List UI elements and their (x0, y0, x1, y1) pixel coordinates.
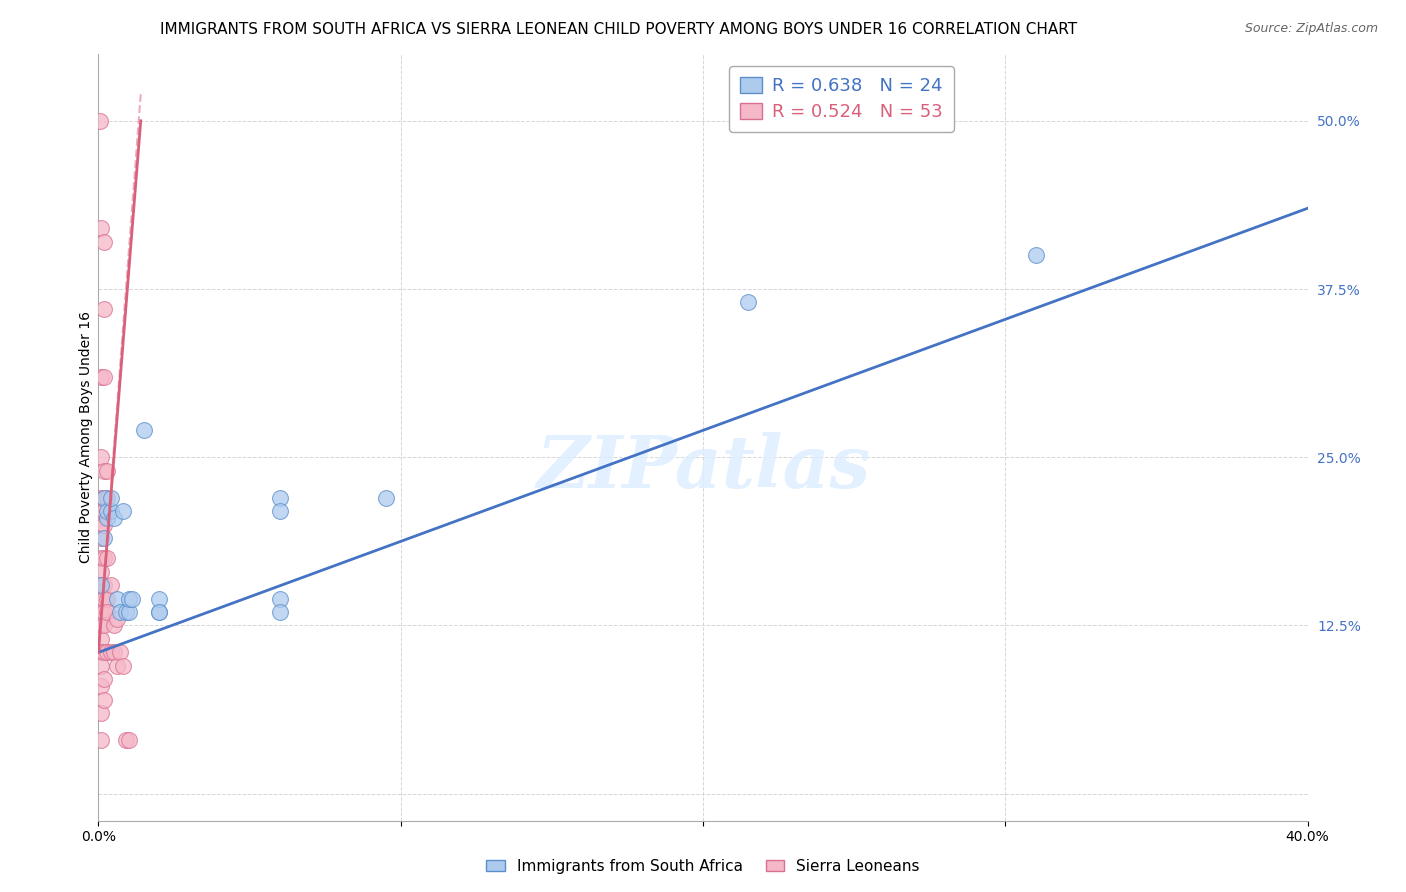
Point (90, 618, 112, 632)
Point (93, 235, 115, 249)
Point (93, 692, 115, 706)
Point (96, 645, 118, 659)
Point (269, 491, 291, 505)
Text: Source: ZipAtlas.com: Source: ZipAtlas.com (1244, 22, 1378, 36)
Point (148, 605, 170, 619)
Point (90, 551, 112, 566)
Point (103, 645, 125, 659)
Point (90, 517, 112, 532)
Point (90, 591, 112, 606)
Point (100, 491, 122, 505)
Point (108, 605, 131, 619)
Point (114, 605, 136, 619)
Point (93, 578, 115, 592)
Point (90, 491, 112, 505)
Point (96, 491, 118, 505)
Point (93, 618, 115, 632)
Point (93, 591, 115, 606)
Point (96, 551, 118, 566)
Point (118, 732, 141, 747)
Point (93, 673, 115, 687)
Point (118, 591, 141, 606)
Point (90, 632, 112, 646)
Point (96, 591, 118, 606)
Point (90, 578, 112, 592)
Point (132, 423, 155, 437)
Point (93, 605, 115, 619)
Point (93, 464, 115, 478)
Point (103, 511, 125, 525)
Point (90, 531, 112, 545)
Point (90, 658, 112, 673)
Point (90, 732, 112, 747)
Point (118, 605, 141, 619)
Legend: R = 0.638   N = 24, R = 0.524   N = 53: R = 0.638 N = 24, R = 0.524 N = 53 (730, 66, 953, 132)
Point (93, 645, 115, 659)
Point (114, 732, 136, 747)
Point (1024, 248, 1046, 262)
Point (93, 302, 115, 317)
Point (96, 511, 118, 525)
Point (89, 113, 111, 128)
Point (90, 679, 112, 693)
Point (96, 464, 118, 478)
Point (148, 605, 170, 619)
Y-axis label: Child Poverty Among Boys Under 16: Child Poverty Among Boys Under 16 (79, 311, 93, 563)
Point (269, 591, 291, 606)
Point (96, 504, 118, 518)
Point (148, 591, 170, 606)
Text: ZIPatlas: ZIPatlas (536, 433, 870, 503)
Point (737, 295, 759, 310)
Point (93, 491, 115, 505)
Point (105, 658, 128, 673)
Point (105, 612, 128, 626)
Point (108, 645, 131, 659)
Point (103, 618, 125, 632)
Point (269, 605, 291, 619)
Point (111, 658, 134, 673)
Point (90, 450, 112, 465)
Point (90, 565, 112, 579)
Point (269, 504, 291, 518)
Point (100, 578, 122, 592)
Point (90, 504, 112, 518)
Point (100, 645, 122, 659)
Point (90, 605, 112, 619)
Point (90, 585, 112, 599)
Point (90, 706, 112, 720)
Point (93, 551, 115, 566)
Point (96, 605, 118, 619)
Point (111, 504, 134, 518)
Legend: Immigrants from South Africa, Sierra Leoneans: Immigrants from South Africa, Sierra Leo… (479, 853, 927, 880)
Point (105, 591, 128, 606)
Point (93, 517, 115, 532)
Point (90, 221, 112, 235)
Point (121, 591, 143, 606)
Point (93, 504, 115, 518)
Point (90, 645, 112, 659)
Text: IMMIGRANTS FROM SOUTH AFRICA VS SIERRA LEONEAN CHILD POVERTY AMONG BOYS UNDER 16: IMMIGRANTS FROM SOUTH AFRICA VS SIERRA L… (160, 22, 1077, 37)
Point (90, 578, 112, 592)
Point (374, 491, 396, 505)
Point (93, 531, 115, 545)
Point (100, 504, 122, 518)
Point (93, 491, 115, 505)
Point (90, 511, 112, 525)
Point (90, 369, 112, 384)
Point (93, 369, 115, 384)
